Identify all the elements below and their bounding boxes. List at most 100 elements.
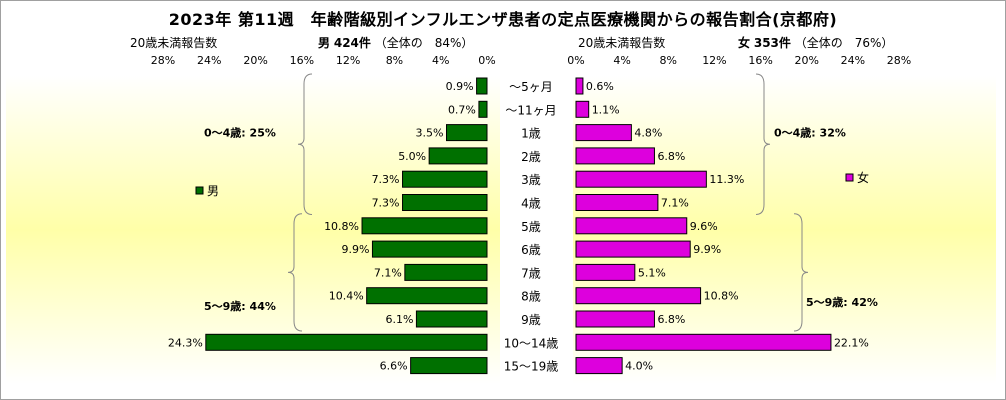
left-x-tick-label: 8%	[386, 54, 403, 67]
age-category-label: 3歳	[521, 173, 541, 187]
age-category-label: 8歳	[521, 290, 541, 304]
left-x-tick-label: 24%	[197, 54, 221, 67]
female-value-label: 22.1%	[834, 336, 869, 349]
female-value-label: 5.1%	[638, 266, 666, 279]
male-bar	[371, 240, 488, 258]
left-brace-0-4	[297, 73, 313, 215]
left-caption: 20歳未満報告数	[130, 36, 218, 50]
right-x-tick-label: 20%	[794, 54, 818, 67]
age-category-label: 2歳	[521, 150, 541, 164]
female-bar	[575, 194, 659, 211]
female-value-label: 7.1%	[661, 197, 689, 210]
legend-male-swatch	[195, 186, 204, 195]
right-brace-5-9	[793, 213, 809, 332]
left-x-tick-label: 28%	[151, 54, 175, 67]
legend-female-label: 女	[857, 170, 869, 185]
male-value-label: 24.3%	[168, 336, 203, 349]
left-ratio: （全体の 84%）	[374, 36, 474, 50]
female-value-label: 9.6%	[690, 220, 718, 233]
male-value-label: 10.8%	[324, 220, 359, 233]
left-x-tick-label: 12%	[336, 54, 360, 67]
age-category-label: 9歳	[521, 313, 541, 327]
male-value-label: 6.6%	[380, 360, 408, 373]
right-x-tick-label: 0%	[567, 54, 584, 67]
male-value-label: 7.3%	[372, 173, 400, 186]
female-value-label: 4.8%	[634, 127, 662, 140]
female-value-label: 0.6%	[586, 80, 614, 93]
male-bar	[402, 194, 488, 211]
female-bar	[575, 124, 632, 142]
female-value-label: 6.8%	[657, 313, 685, 326]
male-value-label: 0.9%	[446, 80, 474, 93]
male-value-label: 10.4%	[329, 290, 364, 303]
female-bar	[575, 287, 702, 305]
female-value-label: 4.0%	[625, 360, 653, 373]
male-bar	[404, 263, 488, 281]
male-bar	[410, 357, 488, 375]
male-bar	[366, 287, 488, 305]
age-category-label: 5歳	[521, 220, 541, 234]
left-count: 424件	[333, 36, 371, 50]
male-bar	[446, 124, 488, 142]
female-value-label: 10.8%	[704, 290, 739, 303]
male-bar	[478, 100, 488, 118]
male-bar	[205, 333, 488, 351]
right-x-tick-label: 12%	[702, 54, 726, 67]
female-value-label: 11.3%	[709, 173, 744, 186]
female-bar	[575, 217, 688, 235]
male-value-label: 0.7%	[448, 103, 476, 116]
female-bar	[575, 100, 590, 118]
male-value-label: 7.3%	[372, 197, 400, 210]
left-sex: 男	[318, 36, 331, 50]
left-x-tick-label: 4%	[432, 54, 449, 67]
right-x-tick-label: 4%	[613, 54, 630, 67]
left-summary-5-9: 5～9歳: 44%	[204, 299, 276, 313]
right-x-tick-label: 16%	[748, 54, 772, 67]
female-bar	[575, 77, 584, 95]
right-count: 353件	[753, 36, 791, 50]
left-summary-0-4: 0～4歳: 25%	[204, 126, 276, 140]
left-x-tick-label: 16%	[290, 54, 314, 67]
male-value-label: 3.5%	[416, 127, 444, 140]
male-value-label: 7.1%	[374, 266, 402, 279]
female-bar	[575, 333, 832, 351]
right-caption: 20歳未満報告数	[578, 36, 666, 50]
female-value-label: 6.8%	[657, 150, 685, 163]
male-value-label: 5.0%	[398, 150, 426, 163]
right-sex-header: 女 353件 （全体の 76%）	[738, 34, 893, 51]
age-category-label: 10～14歳	[504, 336, 559, 350]
left-x-tick-label: 20%	[243, 54, 267, 67]
female-bar	[575, 263, 636, 281]
female-bar	[575, 170, 707, 188]
age-category-label: 15～19歳	[504, 360, 559, 374]
age-category-label: ～11ヶ月	[505, 103, 556, 117]
male-bar	[402, 170, 488, 188]
legend-male-label: 男	[207, 184, 219, 198]
right-sex: 女	[738, 36, 751, 50]
right-x-tick-label: 28%	[887, 54, 911, 67]
female-bar	[575, 147, 655, 165]
left-brace-5-9	[287, 213, 303, 332]
female-bar	[575, 357, 623, 375]
right-ratio: （全体の 76%）	[794, 36, 894, 50]
right-x-tick-label: 24%	[841, 54, 865, 67]
female-bar	[575, 310, 655, 328]
age-category-label: ～5ヶ月	[509, 80, 553, 94]
female-value-label: 9.9%	[693, 243, 721, 256]
male-bar	[476, 77, 488, 95]
male-bar	[428, 147, 488, 165]
left-x-tick-label: 0%	[478, 54, 495, 67]
age-category-label: 1歳	[521, 127, 541, 141]
age-category-label: 4歳	[521, 197, 541, 211]
age-category-label: 6歳	[521, 243, 541, 257]
right-summary-0-4: 0～4歳: 32%	[774, 126, 846, 140]
legend-female-swatch	[845, 173, 854, 182]
left-sex-header: 男 424件 （全体の 84%）	[318, 34, 473, 51]
right-x-tick-label: 8%	[660, 54, 677, 67]
female-value-label: 1.1%	[592, 103, 620, 116]
male-value-label: 9.9%	[341, 243, 369, 256]
right-summary-5-9: 5～9歳: 42%	[806, 295, 878, 309]
age-category-label: 7歳	[521, 266, 541, 280]
female-bar	[575, 240, 691, 258]
